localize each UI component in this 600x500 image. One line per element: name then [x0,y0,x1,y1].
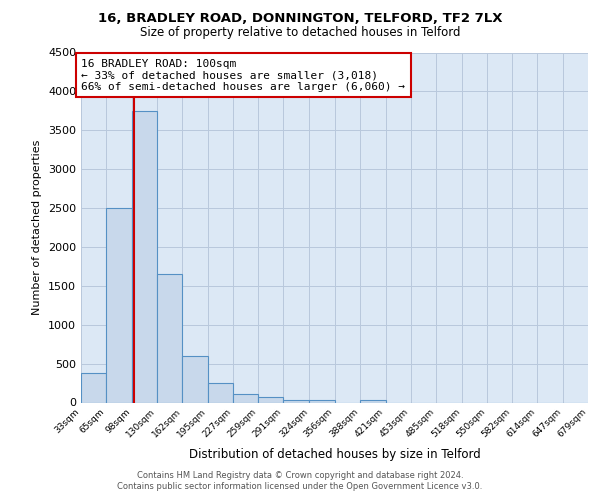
Text: Contains HM Land Registry data © Crown copyright and database right 2024.: Contains HM Land Registry data © Crown c… [137,471,463,480]
Text: 16, BRADLEY ROAD, DONNINGTON, TELFORD, TF2 7LX: 16, BRADLEY ROAD, DONNINGTON, TELFORD, T… [98,12,502,26]
Bar [208,383,233,402]
Text: 16 BRADLEY ROAD: 100sqm
← 33% of detached houses are smaller (3,018)
66% of semi: 16 BRADLEY ROAD: 100sqm ← 33% of detache… [82,58,406,92]
Bar [106,208,132,402]
Bar [259,397,283,402]
Bar [359,400,386,402]
Text: Size of property relative to detached houses in Telford: Size of property relative to detached ho… [140,26,460,39]
Bar [310,400,335,402]
Bar [182,356,208,403]
Bar [132,111,157,403]
Bar [233,394,259,402]
Text: Contains public sector information licensed under the Open Government Licence v3: Contains public sector information licen… [118,482,482,491]
Y-axis label: Number of detached properties: Number of detached properties [32,140,43,315]
Bar [283,400,310,402]
Bar [81,373,106,402]
Bar [157,274,182,402]
X-axis label: Distribution of detached houses by size in Telford: Distribution of detached houses by size … [188,448,481,461]
